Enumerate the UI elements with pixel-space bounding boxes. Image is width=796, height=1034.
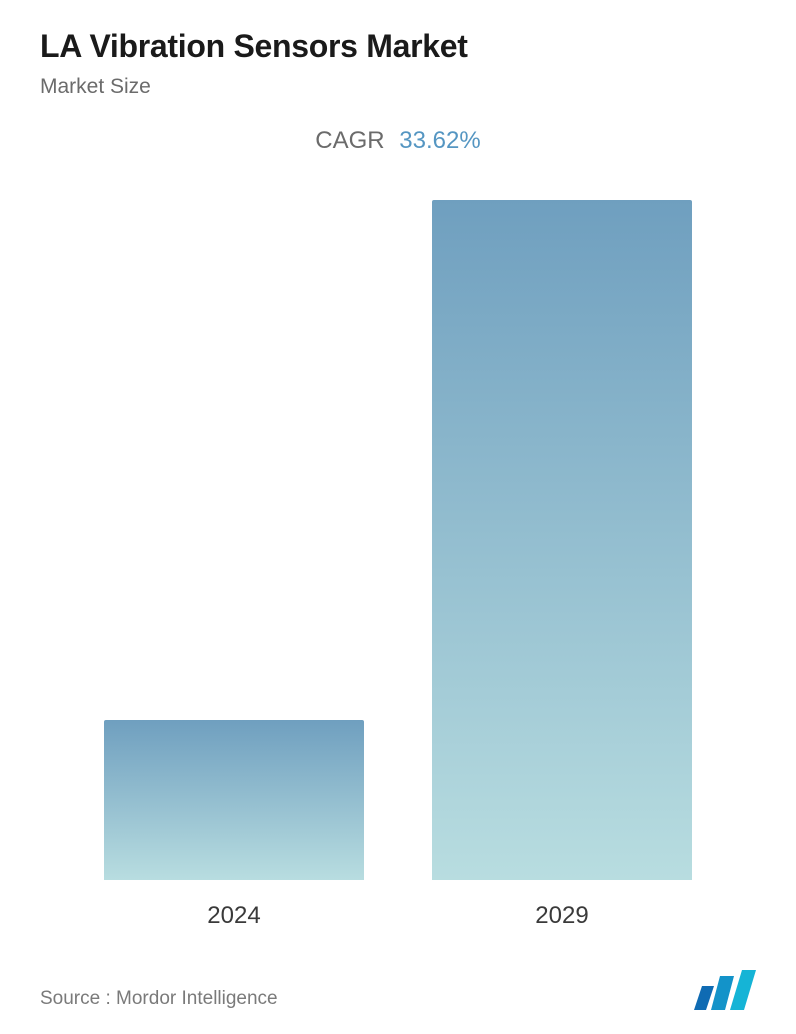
x-axis-label: 2029 (535, 902, 588, 930)
cagr-row: CAGR 33.62% (40, 127, 756, 155)
bar (104, 720, 364, 880)
bar-column: 2024 (104, 720, 364, 930)
cagr-label: CAGR (315, 127, 384, 154)
bar (432, 200, 692, 880)
footer: Source : Mordor Intelligence (40, 970, 756, 1014)
bar-column: 2029 (432, 200, 692, 930)
chart-subtitle: Market Size (40, 75, 756, 99)
mordor-logo-icon (694, 970, 756, 1010)
chart-plot-area: 2024 2029 (40, 177, 756, 930)
chart-title: LA Vibration Sensors Market (40, 28, 756, 65)
x-axis-label: 2024 (207, 902, 260, 930)
source-text: Source : Mordor Intelligence (40, 988, 278, 1010)
cagr-value: 33.62% (399, 127, 480, 154)
chart-container: 2024 2029 (40, 177, 756, 930)
